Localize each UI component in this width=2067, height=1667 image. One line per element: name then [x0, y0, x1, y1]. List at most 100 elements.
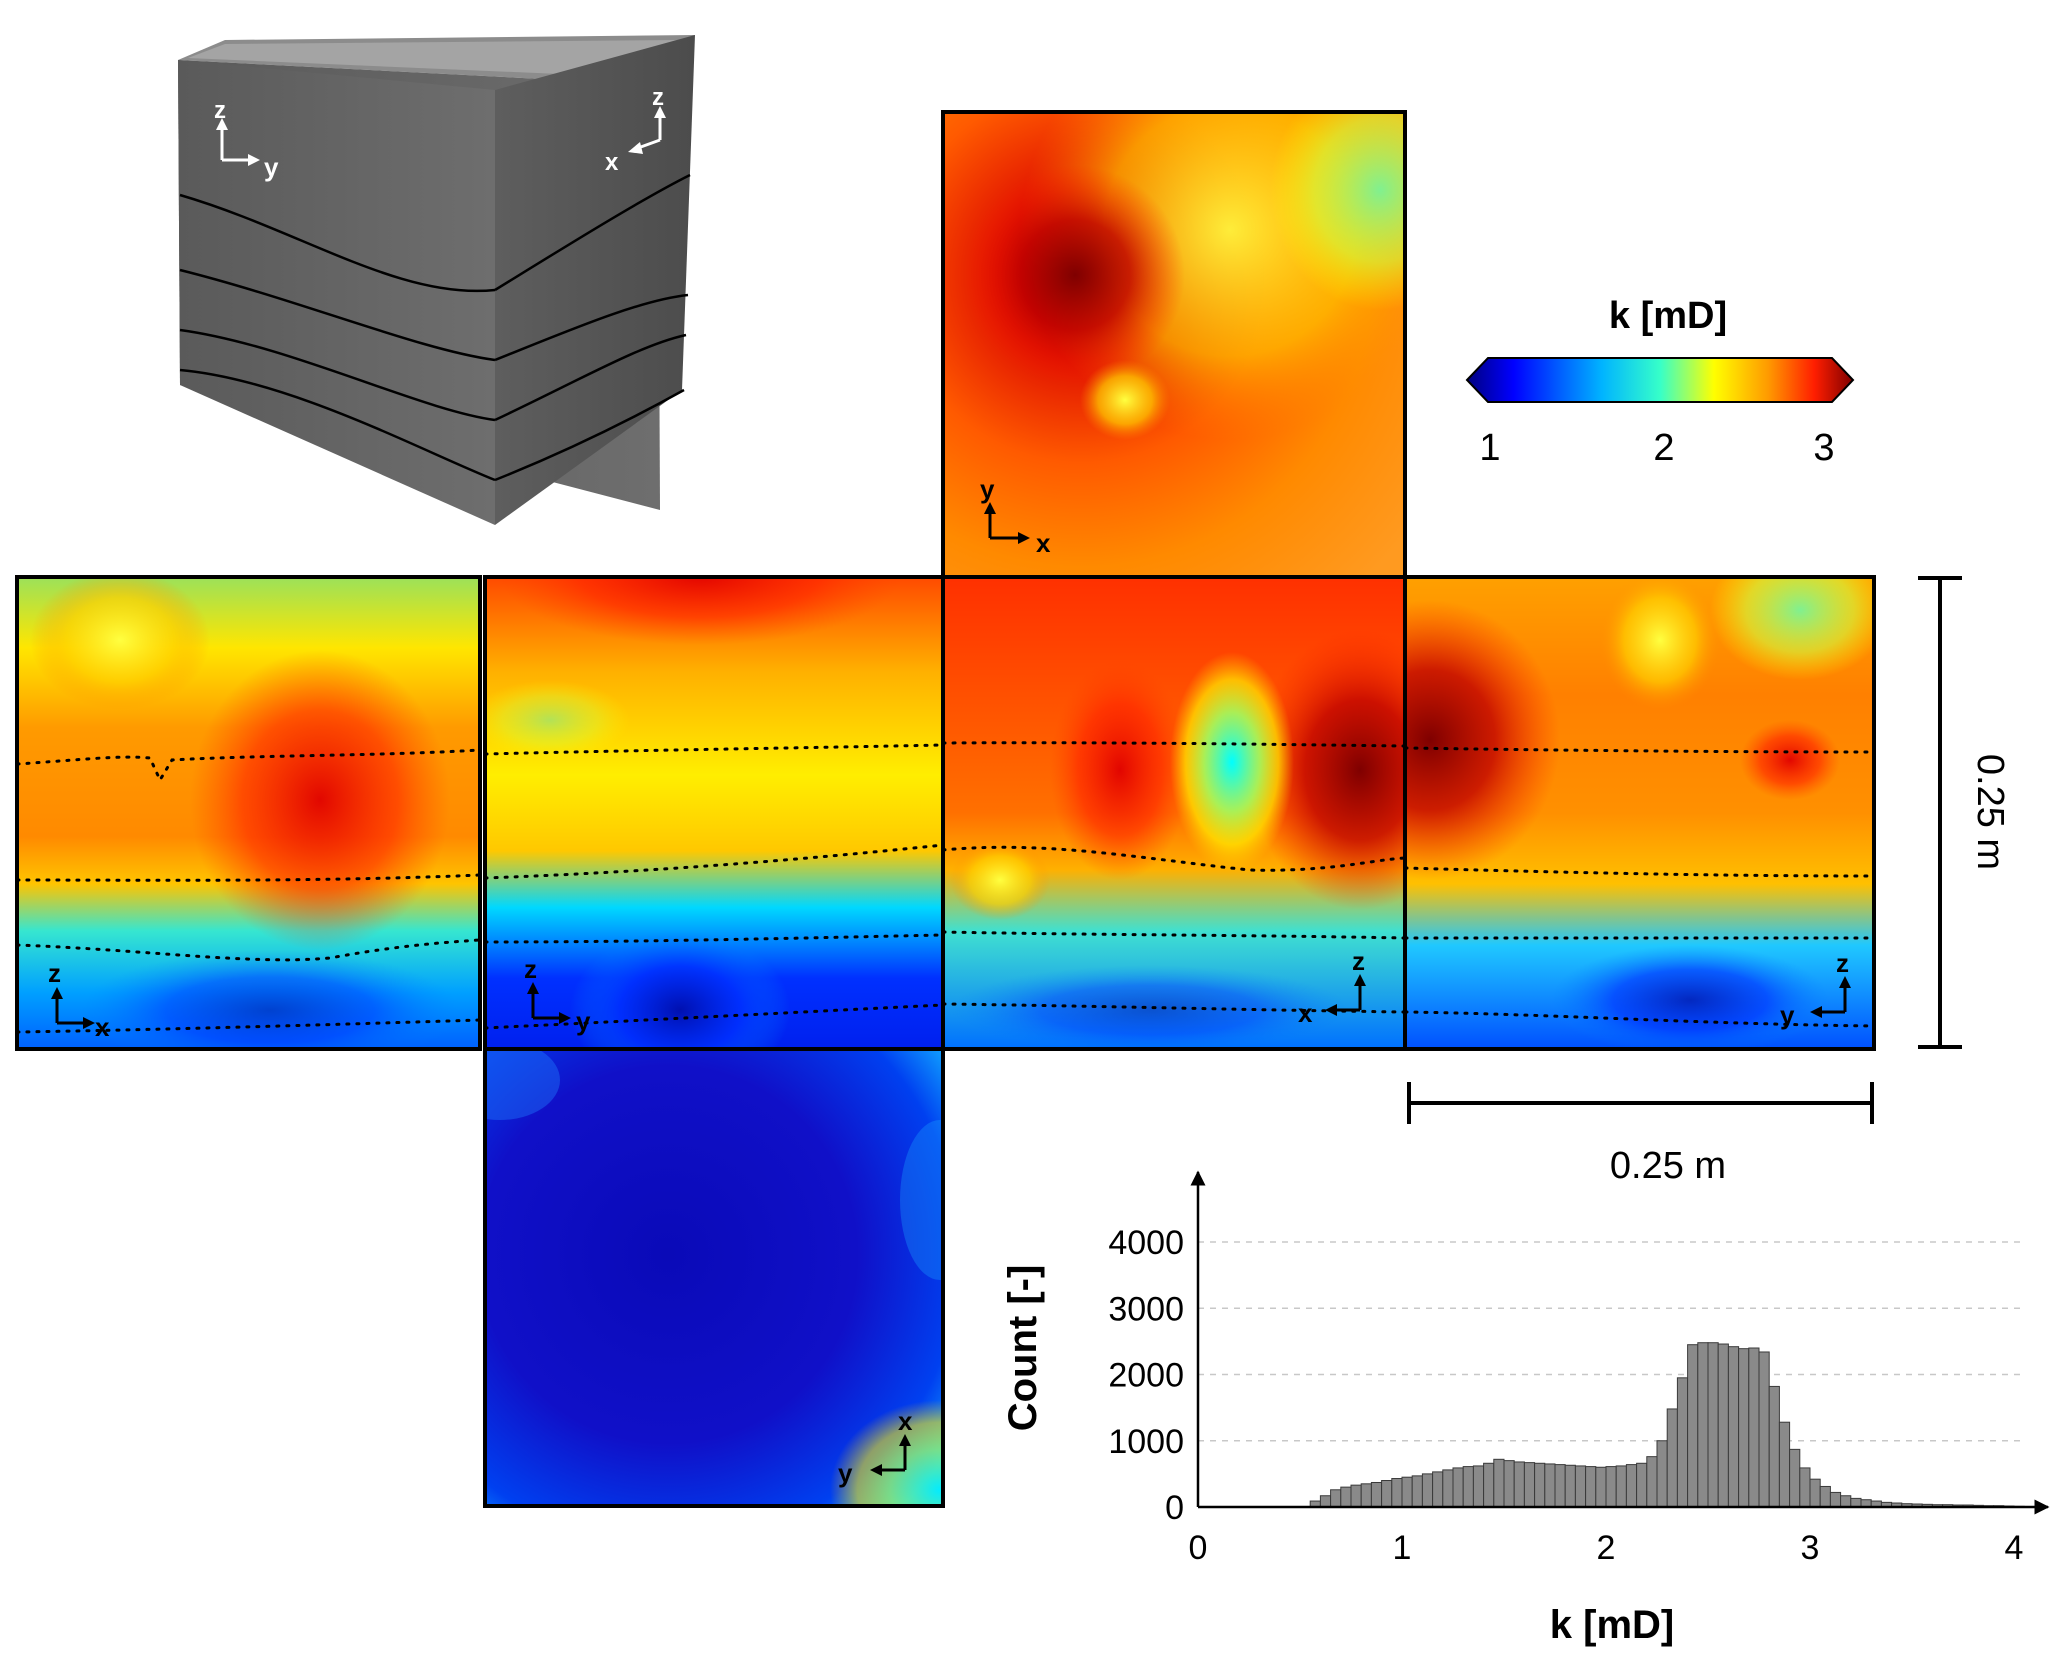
histogram-bar	[1727, 1346, 1740, 1508]
colorbar: k [mD] 1 2 3	[1465, 295, 1855, 469]
histogram-bar	[1758, 1351, 1770, 1508]
histogram-bar	[1809, 1478, 1821, 1508]
bottom-axis-y-label: y	[838, 1458, 853, 1488]
histogram-y-ticks: 0 1000 2000 3000 4000	[1108, 1224, 1184, 1527]
cube-right-axes	[637, 115, 662, 150]
histogram-x-tick-label: 2	[1597, 1529, 1616, 1567]
histogram-bar	[1421, 1473, 1434, 1508]
histogram-bar	[1503, 1460, 1515, 1508]
histogram-bar	[1687, 1344, 1699, 1508]
histogram-bar	[1585, 1466, 1597, 1508]
backyz-axis-z-label: z	[1836, 948, 1849, 978]
top-axis-y-label: y	[980, 474, 995, 504]
histogram-bar	[1625, 1464, 1638, 1508]
histogram-bar	[1452, 1467, 1464, 1508]
panel-top: y x	[941, 110, 1407, 579]
scale-bar-horizontal-label: 0.25 m	[1610, 1145, 1726, 1187]
histogram-bar	[1850, 1497, 1862, 1508]
histogram-x-ticks: 0 1 2 3 4	[1189, 1529, 2024, 1567]
histogram-bar	[1656, 1440, 1668, 1508]
histogram-bar	[1615, 1465, 1627, 1508]
histogram-bar	[1462, 1466, 1474, 1508]
histogram-bar	[1778, 1421, 1791, 1508]
histogram-y-tick-label: 0	[1165, 1489, 1184, 1527]
histogram-bar	[1840, 1495, 1852, 1508]
histogram-bar	[1534, 1462, 1546, 1508]
histogram-bar	[1564, 1464, 1576, 1508]
histogram-bar	[1442, 1469, 1454, 1508]
colorbar-tick-1: 1	[1479, 427, 1500, 469]
histogram-x-tick-label: 4	[2005, 1529, 2024, 1567]
histogram-x-tick-label: 0	[1189, 1529, 1208, 1567]
histogram-bar	[1391, 1478, 1403, 1508]
histogram-y-label: Count [-]	[1001, 1265, 1045, 1432]
scale-bar-vertical-label: 0.25 m	[1969, 754, 2011, 870]
histogram-bar	[1523, 1462, 1536, 1508]
histogram-bar	[1472, 1465, 1485, 1508]
histogram-bar	[1350, 1484, 1362, 1508]
histogram-bar	[1330, 1489, 1342, 1508]
histogram-bar	[1432, 1471, 1444, 1508]
histogram-bar	[1768, 1385, 1780, 1508]
histogram-bar	[1401, 1476, 1413, 1508]
histogram-bar	[1829, 1491, 1842, 1508]
histogram-x-tick-label: 3	[1801, 1529, 1820, 1567]
histogram-bar	[1738, 1348, 1750, 1508]
histogram-bar	[1676, 1377, 1689, 1508]
histogram-bar	[1646, 1456, 1658, 1508]
cube-right-x-label: x	[605, 149, 619, 176]
histogram-bar	[1717, 1343, 1729, 1508]
panel-side-yz: z y	[483, 575, 945, 1051]
histogram-bar	[1319, 1495, 1332, 1508]
histogram-y-tick-label: 4000	[1108, 1224, 1184, 1262]
scale-bar-vertical: 0.25 m	[1918, 576, 2011, 1049]
histogram-axes	[1190, 1170, 2050, 1515]
histogram-y-tick-label: 2000	[1108, 1357, 1184, 1395]
histogram-bar	[1605, 1466, 1617, 1508]
colorbar-tick-3: 3	[1813, 427, 1834, 469]
histogram-bar	[1819, 1485, 1831, 1508]
histogram-bar	[1411, 1475, 1423, 1508]
top-axis-x-label: x	[1036, 528, 1051, 558]
scale-bar-horizontal: 0.25 m	[1407, 1082, 1874, 1187]
colorbar-tick-2: 2	[1653, 427, 1674, 469]
cube-right-z-label: z	[652, 84, 664, 111]
cube-left-y-label: y	[264, 152, 279, 182]
histogram-bar	[1483, 1462, 1495, 1508]
histogram-bar	[1360, 1483, 1372, 1508]
histogram-bar	[1595, 1466, 1607, 1508]
histogram-bar	[1799, 1467, 1811, 1508]
panel-back-xz: z x	[941, 575, 1407, 1051]
histogram-bar	[1707, 1342, 1719, 1508]
histogram-bar	[1370, 1481, 1383, 1508]
histogram: 0 1 2 3 4 0 1000 2000 3000 4000 k [mD] Count [-]	[1001, 1170, 2050, 1647]
histogram-bar	[1513, 1461, 1525, 1508]
panel-front-xz: z x	[15, 575, 482, 1051]
cube-left-z-label: z	[214, 97, 226, 124]
histogram-bar	[1789, 1448, 1801, 1508]
side-axis-y-label: y	[576, 1006, 591, 1036]
histogram-x-label: k [mD]	[1550, 1603, 1674, 1647]
colorbar-title: k [mD]	[1609, 295, 1727, 337]
histogram-bar	[1493, 1458, 1505, 1508]
histogram-bar	[1666, 1408, 1678, 1508]
cube-left-axes	[220, 128, 250, 162]
back-axis-z-label: z	[1352, 946, 1365, 976]
histogram-bar	[1544, 1463, 1556, 1508]
histogram-bars	[1309, 1342, 2025, 1508]
side-axis-z-label: z	[524, 954, 537, 984]
panel-back-yz: z y	[1403, 575, 1876, 1051]
histogram-x-tick-label: 1	[1393, 1529, 1412, 1567]
panel-bottom: x y	[483, 1047, 945, 1508]
histogram-bar	[1381, 1480, 1393, 1508]
histogram-bar	[1697, 1342, 1709, 1508]
bottom-axis-x-label: x	[898, 1406, 913, 1436]
histogram-bar	[1574, 1465, 1587, 1508]
histogram-bar	[1340, 1486, 1352, 1508]
histogram-bar	[1636, 1462, 1648, 1508]
front-axis-x-label: x	[95, 1012, 110, 1042]
histogram-y-tick-label: 3000	[1108, 1290, 1184, 1328]
backyz-axis-y-label: y	[1780, 1000, 1795, 1030]
back-axis-x-label: x	[1298, 998, 1313, 1028]
